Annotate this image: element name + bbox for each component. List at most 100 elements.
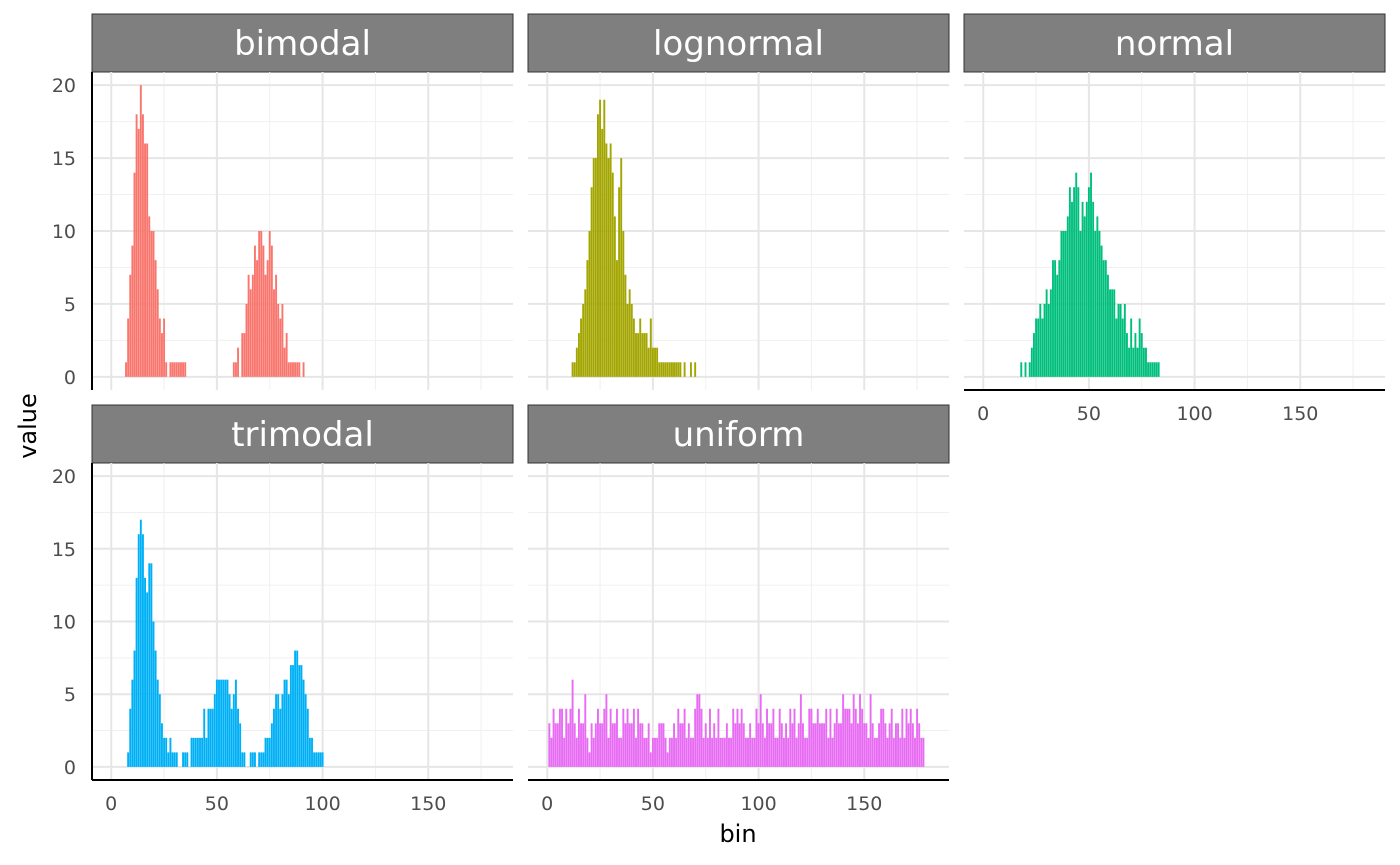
- bar: [630, 303, 633, 377]
- bar: [620, 737, 623, 767]
- bar: [597, 708, 599, 767]
- bar: [740, 708, 743, 767]
- bar: [253, 245, 256, 377]
- bar: [1100, 245, 1103, 377]
- bar: [182, 752, 185, 767]
- bar: [590, 723, 593, 767]
- bar: [287, 694, 290, 767]
- bar: [253, 752, 256, 767]
- bar: [1094, 231, 1097, 377]
- bar: [649, 752, 652, 767]
- x-tick-label: 150: [1282, 403, 1318, 425]
- bar: [215, 679, 218, 767]
- bar: [1106, 274, 1109, 377]
- bar: [228, 694, 231, 767]
- bar: [266, 737, 269, 767]
- bar: [268, 231, 271, 377]
- bar: [787, 737, 790, 767]
- bar: [804, 737, 807, 767]
- bar: [772, 708, 775, 767]
- bar: [592, 737, 595, 767]
- bar: [173, 362, 176, 377]
- bar: [304, 694, 307, 767]
- facet-panel-uniform: uniform 0 50 100 150: [527, 404, 950, 815]
- bar: [220, 679, 223, 767]
- bar: [738, 723, 741, 767]
- bar: [673, 362, 675, 377]
- bar: [679, 362, 682, 377]
- bar: [770, 723, 773, 767]
- bar: [184, 752, 187, 767]
- bar: [609, 708, 612, 767]
- bar: [757, 723, 760, 767]
- bar: [717, 708, 720, 767]
- bar: [222, 679, 225, 767]
- bar: [144, 577, 146, 767]
- bar: [651, 347, 654, 377]
- bar: [859, 694, 861, 767]
- bar: [580, 318, 582, 377]
- bar: [1111, 289, 1114, 377]
- bar: [692, 737, 695, 767]
- bar: [152, 231, 155, 377]
- x-tick-label: 100: [740, 793, 776, 815]
- bar: [224, 679, 227, 767]
- bar: [251, 274, 254, 377]
- bar: [812, 723, 815, 767]
- bar: [909, 708, 912, 767]
- bar: [196, 737, 199, 767]
- bar: [658, 362, 661, 377]
- bar: [1020, 362, 1023, 377]
- bar: [715, 737, 718, 767]
- bar: [730, 737, 733, 767]
- bar: [1121, 318, 1124, 377]
- bar: [241, 333, 244, 377]
- bar: [141, 114, 144, 377]
- bar: [548, 723, 551, 767]
- bar: [601, 723, 604, 767]
- bar: [232, 694, 235, 767]
- bar: [763, 737, 766, 767]
- bar: [302, 362, 305, 377]
- bar: [728, 737, 730, 767]
- bar: [558, 708, 561, 767]
- bar: [247, 274, 250, 377]
- bar: [827, 737, 830, 767]
- x-tick-label: 0: [105, 793, 117, 815]
- bar: [292, 362, 294, 377]
- bar: [852, 694, 855, 767]
- bar: [251, 752, 254, 767]
- bar: [793, 708, 796, 767]
- bar: [135, 577, 138, 767]
- bar: [567, 723, 570, 767]
- bar: [702, 737, 705, 767]
- bar: [658, 723, 661, 767]
- bar: [268, 737, 271, 767]
- bar: [687, 723, 690, 767]
- facet-panel-bimodal: bimodal 0 5 10 15 20: [52, 13, 514, 390]
- bar: [641, 723, 644, 767]
- bar: [607, 158, 610, 377]
- bar: [603, 99, 606, 377]
- x-tick-label: 50: [1077, 403, 1101, 425]
- bar: [694, 708, 697, 767]
- bar: [575, 347, 578, 377]
- bar: [1132, 347, 1135, 377]
- bar: [243, 333, 246, 377]
- bar: [161, 333, 163, 377]
- bar: [709, 708, 711, 767]
- bar: [129, 274, 132, 377]
- bar: [1035, 318, 1038, 377]
- y-tick-label: 15: [52, 148, 76, 170]
- bar: [300, 665, 303, 767]
- bar: [283, 679, 286, 767]
- y-tick-label: 20: [52, 466, 76, 488]
- bar: [1054, 260, 1057, 377]
- bar: [1151, 362, 1154, 377]
- bar: [660, 723, 663, 767]
- x-tick-label: 0: [977, 403, 989, 425]
- bar: [666, 752, 669, 767]
- bar: [747, 737, 749, 767]
- bar: [808, 708, 811, 767]
- bar: [156, 679, 159, 767]
